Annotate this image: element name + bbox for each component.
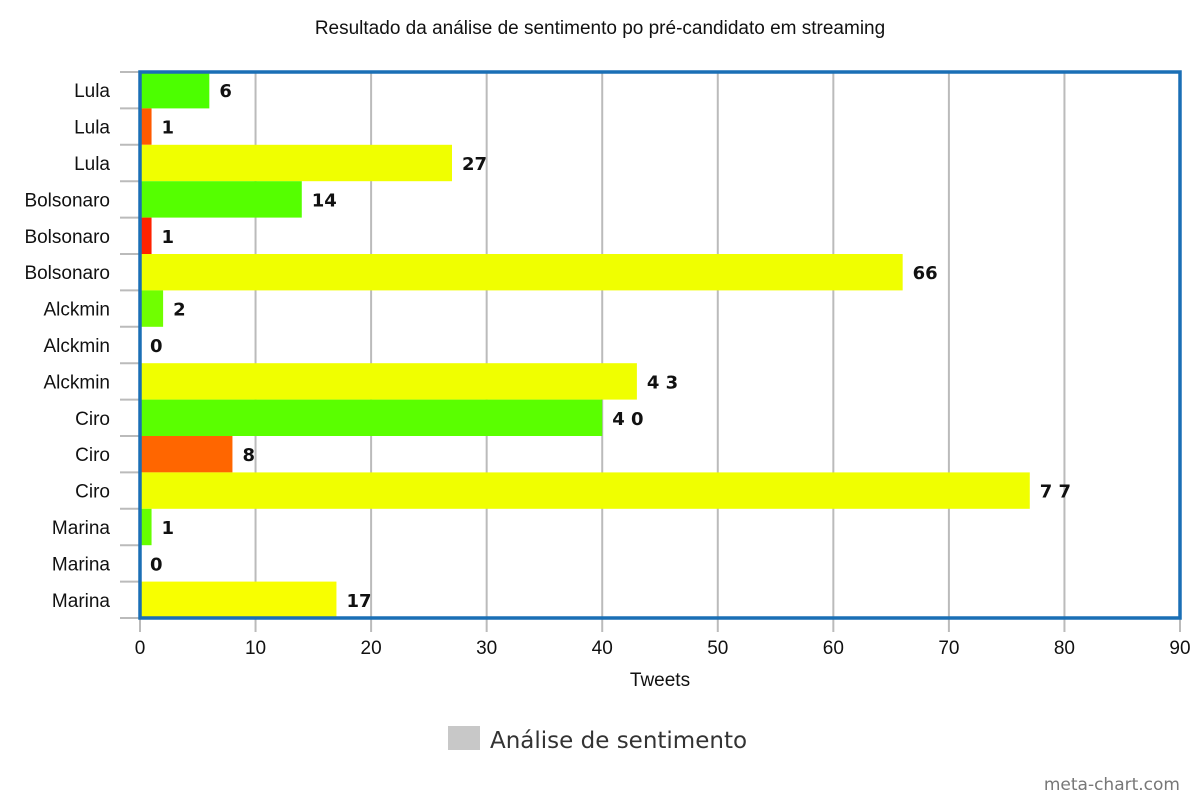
category-label: Marina [52, 518, 111, 539]
bar[interactable] [140, 181, 302, 218]
x-tick-label: 10 [245, 638, 266, 659]
bar[interactable] [140, 581, 337, 618]
bar[interactable] [140, 508, 152, 546]
category-label: Ciro [75, 445, 110, 466]
bar[interactable] [140, 254, 903, 291]
category-label: Alckmin [43, 372, 110, 393]
category-label: Ciro [75, 409, 110, 430]
credit-text: meta-chart.com [1044, 775, 1180, 795]
x-tick-label: 0 [135, 638, 146, 659]
bar[interactable] [140, 290, 164, 327]
category-label: Bolsonaro [24, 263, 110, 284]
x-tick-label: 90 [1169, 638, 1190, 659]
category-label: Alckmin [43, 300, 110, 321]
category-label: Lula [74, 81, 110, 102]
x-tick-label: 80 [1054, 638, 1075, 659]
category-label: Bolsonaro [24, 190, 110, 211]
bar[interactable] [140, 363, 637, 400]
data-label: 1 [162, 518, 175, 539]
data-label: 27 [462, 154, 487, 175]
data-label: 4 0 [612, 409, 643, 430]
legend-label: Análise de sentimento [490, 728, 747, 754]
category-labels: Lula Lula Lula Bolsonaro Bolsonaro Bolsonaro A… [24, 81, 110, 612]
data-label: 0 [150, 336, 163, 357]
data-label: 0 [150, 554, 163, 575]
category-label: Marina [52, 554, 111, 575]
x-tick-label: 40 [592, 638, 613, 659]
category-label: Marina [52, 591, 111, 612]
data-label: 2 [173, 300, 186, 321]
data-label: 14 [312, 190, 337, 211]
bar[interactable] [140, 72, 210, 109]
data-label: 7 7 [1040, 482, 1071, 503]
x-tick-label: 30 [476, 638, 497, 659]
category-label: Lula [74, 118, 110, 139]
x-axis-title: Tweets [630, 670, 690, 691]
data-label: 8 [242, 445, 255, 466]
bar[interactable] [140, 399, 603, 436]
bar[interactable] [140, 472, 1030, 509]
data-label: 4 3 [647, 372, 678, 393]
legend-swatch [448, 726, 480, 750]
x-tick-label: 50 [707, 638, 728, 659]
x-tick-label: 60 [823, 638, 844, 659]
data-label: 1 [162, 227, 175, 248]
x-tick-label: 70 [938, 638, 959, 659]
x-tick-labels: 0 10 20 30 40 50 60 70 80 90 [135, 638, 1191, 659]
data-label: 17 [346, 591, 371, 612]
data-label: 66 [913, 263, 938, 284]
category-label: Lula [74, 154, 110, 175]
legend[interactable]: Análise de sentimento [448, 726, 747, 754]
data-label: 1 [162, 118, 175, 139]
bars [140, 72, 1030, 618]
bar[interactable] [140, 436, 233, 473]
plot-frame [138, 70, 1182, 620]
category-label: Ciro [75, 482, 110, 503]
category-label: Bolsonaro [24, 227, 110, 248]
x-tick-label: 20 [361, 638, 382, 659]
data-label: 6 [219, 81, 232, 102]
bar[interactable] [140, 217, 152, 254]
bar[interactable] [140, 108, 152, 145]
chart-title: Resultado da análise de sentimento po pr… [315, 18, 885, 39]
category-label: Alckmin [43, 336, 110, 357]
bar[interactable] [140, 144, 452, 182]
